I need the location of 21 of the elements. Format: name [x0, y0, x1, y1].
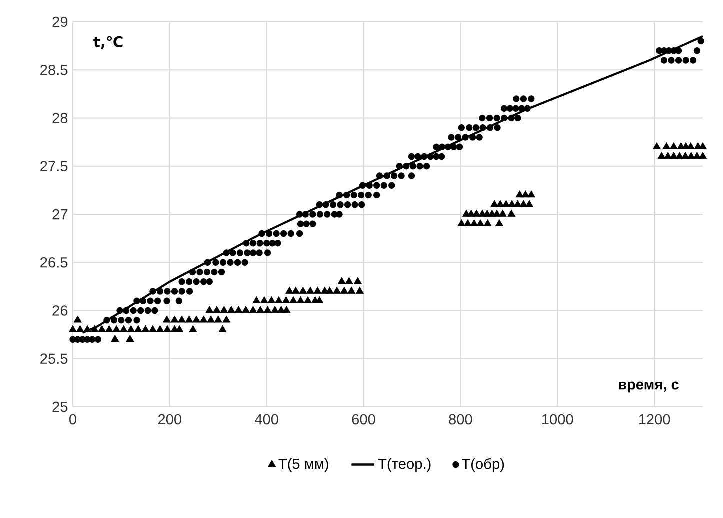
y-tick-label: 27	[52, 209, 68, 220]
y-tick-label: 28	[52, 113, 68, 124]
x-tick-label: 600	[352, 414, 376, 425]
x-tick-label: 400	[254, 414, 278, 425]
x-tick-label: 1000	[542, 414, 574, 425]
x-tick-label: 1200	[639, 414, 670, 425]
y-tick-label: 25.5	[40, 354, 68, 364]
x-tick-label: 0	[70, 414, 76, 425]
y-tick-label: 27.5	[40, 161, 68, 172]
legend-label: T(обр)	[462, 458, 504, 472]
x-tick-label: 800	[449, 414, 472, 425]
x-axis-title: время, с	[619, 382, 679, 393]
y-tick-label: 26.5	[40, 257, 68, 268]
y-tick-label: 28.5	[40, 64, 68, 76]
y-tick-label: 26	[52, 306, 68, 316]
x-tick-label: 200	[158, 414, 182, 425]
y-axis-title: t,℃	[94, 36, 123, 50]
y-tick-label: 25	[52, 402, 68, 412]
legend-label: T(5 мм)	[278, 458, 328, 472]
y-tick-label: 29	[52, 16, 68, 28]
legend-label: T(теор.)	[378, 458, 431, 472]
